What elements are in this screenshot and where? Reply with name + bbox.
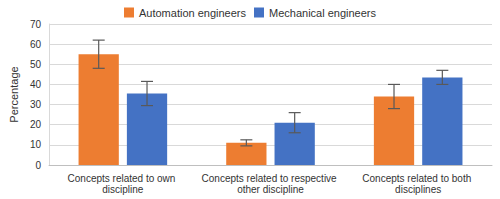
svg-text:Concepts related to own: Concepts related to own bbox=[68, 173, 179, 184]
svg-text:60: 60 bbox=[30, 39, 42, 50]
svg-text:disciplines: disciplines bbox=[395, 184, 441, 195]
svg-text:50: 50 bbox=[30, 59, 42, 70]
svg-text:discipline: discipline bbox=[102, 184, 144, 195]
svg-text:Concepts related to both: Concepts related to both bbox=[362, 173, 474, 184]
svg-text:30: 30 bbox=[30, 99, 42, 110]
svg-text:Automation engineers: Automation engineers bbox=[139, 7, 247, 19]
svg-text:40: 40 bbox=[30, 79, 42, 90]
svg-text:0: 0 bbox=[35, 160, 41, 171]
svg-text:Percentage: Percentage bbox=[8, 66, 20, 122]
svg-text:other discipline: other discipline bbox=[237, 184, 304, 195]
svg-text:20: 20 bbox=[30, 119, 42, 130]
svg-text:Concepts related to respective: Concepts related to respective bbox=[202, 173, 340, 184]
svg-text:Mechanical engineers: Mechanical engineers bbox=[269, 7, 377, 19]
svg-text:70: 70 bbox=[30, 19, 42, 30]
svg-text:10: 10 bbox=[30, 139, 42, 150]
